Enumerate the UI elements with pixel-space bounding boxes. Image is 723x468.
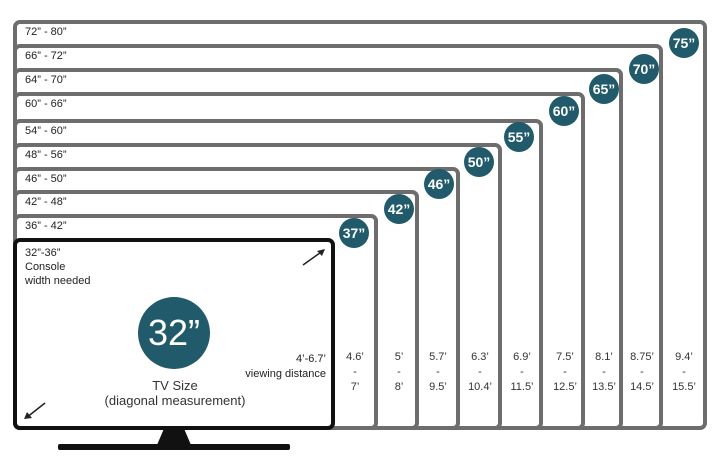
viewing-distance-line: - (602, 366, 606, 378)
viewing-distance: 6.3’ - 10.4’ (458, 350, 502, 395)
size-badge: 70” (629, 54, 659, 84)
size-range-label: 60” - 66” (25, 98, 67, 110)
viewing-distance-line: 14.5’ (630, 381, 654, 393)
size-range-label: 72” - 80” (25, 26, 67, 38)
viewing-distance-line: 7’ (350, 381, 360, 393)
size-range-label: 54” - 60” (25, 125, 67, 137)
size-badge: 65” (589, 74, 619, 104)
viewing-distance-line: - (397, 366, 401, 378)
viewing-distance: 5’ - 8’ (377, 350, 421, 395)
main-tv-distance-value: 4’-6.7’ (296, 353, 326, 365)
size-badge: 42” (384, 194, 414, 224)
main-tv-range-line1: 32”-36” (25, 247, 61, 259)
viewing-distance-line: - (353, 366, 357, 378)
size-badge: 75” (669, 28, 699, 58)
main-tv-range-line3: width needed (25, 275, 91, 287)
viewing-distance-line: 6.3’ (471, 351, 489, 363)
viewing-distance-line: 5.7’ (429, 351, 447, 363)
viewing-distance-line: 8.1’ (595, 351, 613, 363)
size-range-label: 46” - 50” (25, 173, 67, 185)
viewing-distance: 6.9’ - 11.5’ (500, 350, 544, 395)
tv-stand-base (58, 444, 290, 450)
viewing-distance: 8.75’ - 14.5’ (620, 350, 664, 395)
main-tv-size-badge-text: 32” (147, 312, 201, 353)
size-badge: 50” (464, 147, 494, 177)
viewing-distance-line: 6.9’ (513, 351, 531, 363)
size-badge: 60” (549, 96, 579, 126)
viewing-distance-line: 10.4’ (468, 381, 492, 393)
viewing-distance: 7.5’ - 12.5’ (543, 350, 587, 395)
viewing-distance: 5.7’ - 9.5’ (416, 350, 460, 395)
viewing-distance-line: 12.5’ (553, 381, 577, 393)
viewing-distance-line: - (640, 366, 644, 378)
viewing-distance-line: 11.5’ (510, 381, 534, 393)
viewing-distance: 8.1’ - 13.5’ (582, 350, 626, 395)
main-tv-range-line2: Console (25, 261, 66, 273)
viewing-distance-line: - (682, 366, 686, 378)
viewing-distance: 9.4’ - 15.5’ (662, 350, 706, 395)
viewing-distance-line: 4.6’ (346, 351, 364, 363)
arrow-up-right-icon (302, 249, 325, 266)
size-range-label: 48” - 56” (25, 149, 67, 161)
main-tv-size-label: TV Size (diagonal measurement) (100, 378, 250, 408)
viewing-distance-line: 5’ (394, 351, 404, 363)
tv-stand-neck (157, 429, 191, 445)
viewing-distance-line: 15.5’ (672, 381, 696, 393)
arrow-down-left-icon (24, 402, 46, 419)
viewing-distance-line: - (436, 366, 440, 378)
viewing-distance-line: 9.5’ (429, 381, 447, 393)
size-range-label: 64” - 70” (25, 74, 67, 86)
size-range-label: 36” - 42” (25, 220, 67, 232)
size-range-label: 42” - 48” (25, 196, 67, 208)
size-badge: 37” (339, 218, 369, 248)
viewing-distance: 4.6’ - 7’ (333, 350, 377, 395)
tv-size-label: TV Size (152, 378, 198, 393)
tv-size-sublabel: (diagonal measurement) (104, 393, 246, 408)
main-tv-range: 32”-36” Console width needed (25, 246, 90, 288)
viewing-distance-line: 8.75’ (630, 351, 654, 363)
size-range-label: 66” - 72” (25, 50, 67, 62)
viewing-distance-line: 9.4’ (675, 351, 693, 363)
size-badge: 46” (424, 169, 454, 199)
main-tv-distance-label: viewing distance (245, 368, 326, 380)
viewing-distance-line: - (478, 366, 482, 378)
size-badge: 55” (504, 122, 534, 152)
viewing-distance-line: 7.5’ (556, 351, 574, 363)
viewing-distance-line: 13.5’ (592, 381, 616, 393)
viewing-distance-line: - (520, 366, 524, 378)
viewing-distance-line: 8’ (394, 381, 404, 393)
main-tv-distance: 4’-6.7’ viewing distance (234, 352, 326, 382)
viewing-distance-line: - (563, 366, 567, 378)
main-tv-size-badge: 32” (138, 297, 210, 369)
